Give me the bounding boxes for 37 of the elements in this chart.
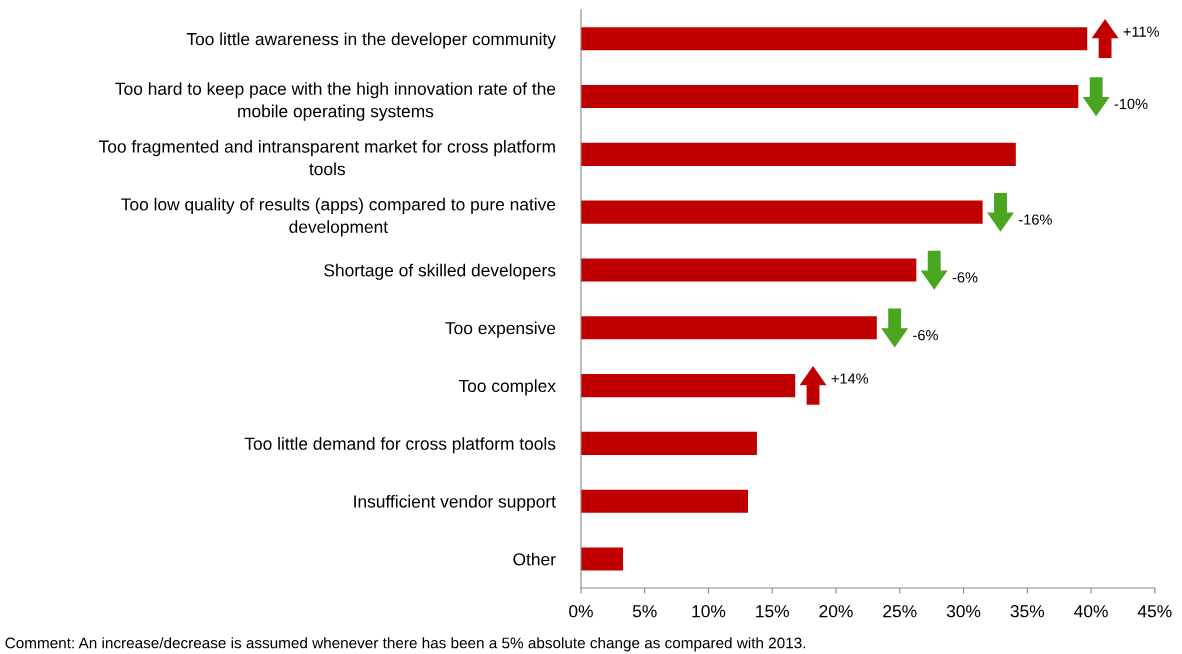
x-tick-label: 15% [756,605,789,618]
y-tick-label: Too low quality of results (apps) compared to pure native development [121,197,556,237]
x-tick-label: 5% [632,605,657,618]
bar [580,374,796,398]
x-tick-label: 10% [692,605,726,618]
x-tick-label: 20% [819,605,853,618]
bar [580,84,1079,109]
annotation: -16% [1019,214,1052,225]
annotation: -10% [1114,98,1148,110]
bar [580,431,757,455]
bar [580,27,1088,51]
text: Comment: An increase/decrease is assumed whenever there has been a 5% absolute change as compared with 2013. [5,637,806,652]
x-tick-label: 30% [946,605,981,618]
y-tick-label: Other [513,552,556,566]
x-tick-label: 40% [1074,605,1108,618]
bar [580,142,1016,166]
y-tick-label: Too expensive [445,321,556,338]
y-tick-label: Too complex [458,379,556,396]
y-tick-label: Insufficient vendor support [354,494,556,512]
y-tick-label: Too little awareness in the developer community [186,32,556,49]
annotation: -6% [913,330,938,341]
x-tick-label: 0% [569,605,593,618]
annotation: -6% [952,272,978,283]
x-tick-label: 25% [883,605,917,618]
x-tick-label: 45% [1137,605,1172,618]
annotation: +14% [831,373,869,384]
y-tick-label: Too hard to keep pace with the high innovation rate of the mobile operating systems [115,82,556,121]
x-tick-label: 35% [1010,605,1045,618]
bar [580,316,877,340]
y-tick-label: Too little demand for cross platform tools [244,437,556,454]
bar [580,489,749,513]
y-tick-label: Shortage of skilled developers [324,263,556,280]
bar [580,547,624,571]
annotation: +11% [1123,26,1160,37]
y-tick-label: Too fragmented and intransparent market for cross platform tools [99,139,555,176]
bar [580,258,917,282]
bar [580,200,983,224]
